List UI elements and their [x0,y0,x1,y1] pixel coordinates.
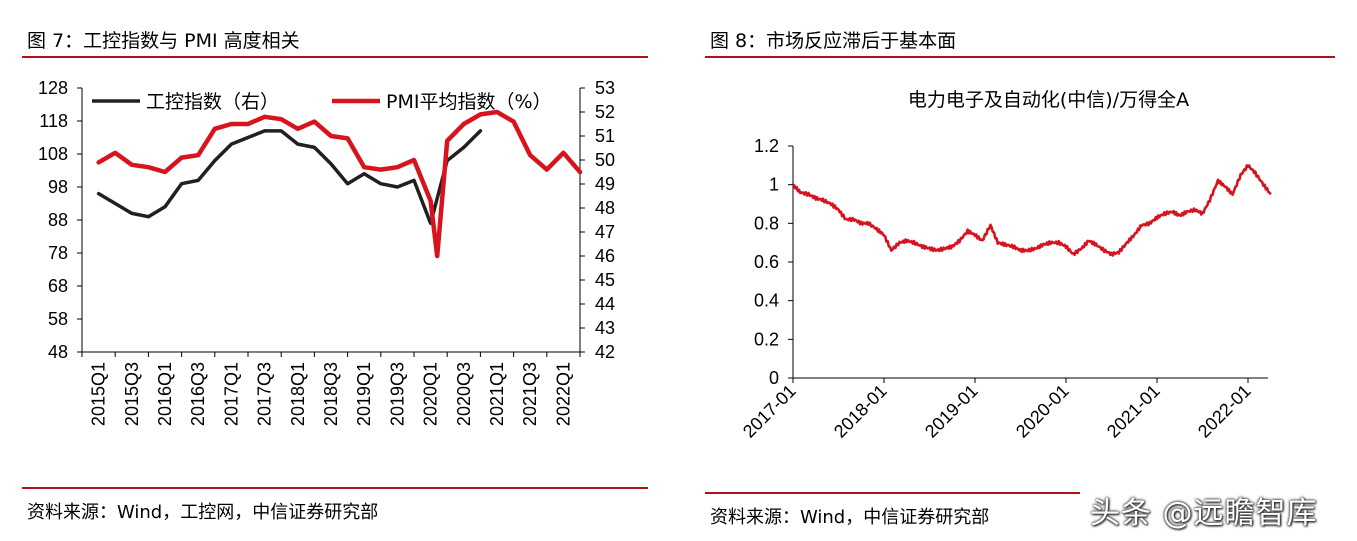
y-tick-label: 0 [769,368,779,388]
y-tick-label: 1 [769,175,779,195]
left-tick-label: 88 [48,210,68,230]
legend-label: PMI平均指数（%） [386,91,552,113]
x-tick-label: 2015Q1 [89,362,109,426]
y-tick-label: 1.2 [754,136,779,156]
left-tick-label: 78 [48,243,68,263]
y-tick-label: 0.4 [754,291,779,311]
y-tick-label: 0.2 [754,329,779,349]
left-tick-label: 128 [38,78,68,98]
series-line-gongkong-index [96,129,483,226]
fig7-source: 资料来源：Wind，工控网，中信证券研究部 [27,502,379,523]
x-tick-label: 2017Q1 [221,362,241,426]
x-tick-label: 2020Q3 [454,362,474,426]
fig8-title-rule [705,56,1335,58]
right-tick-label: 49 [595,174,615,194]
fig7-title-rule [22,56,648,58]
x-tick-label: 2015Q3 [122,362,142,426]
x-tick-label: 2021-01 [1103,381,1164,442]
right-tick-label: 44 [595,294,615,314]
x-tick-label: 2017-01 [739,381,800,442]
right-tick-label: 45 [595,270,615,290]
legend-label: 工控指数（右） [146,91,279,113]
fig7-source-rule [22,487,648,489]
x-tick-label: 2018Q1 [288,362,308,426]
right-tick-label: 52 [595,102,615,122]
chart-title: 电力电子及自动化(中信)/万得全A [908,89,1189,111]
right-tick-label: 46 [595,246,615,266]
right-tick-label: 47 [595,222,615,242]
fig8-source-rule [705,492,1080,494]
y-tick-label: 0.8 [754,213,779,233]
left-tick-label: 118 [39,111,68,131]
x-tick-label: 2022-01 [1194,381,1255,442]
x-tick-label: 2018-01 [830,381,891,442]
right-tick-label: 42 [595,342,615,362]
fig7-title: 图 7：工控指数与 PMI 高度相关 [27,30,300,52]
right-tick-label: 50 [595,150,615,170]
x-tick-label: 2021Q3 [520,362,540,426]
x-tick-label: 2022Q1 [553,362,573,426]
series-line-ratio [792,164,1272,257]
right-tick-label: 51 [595,126,615,146]
x-tick-label: 2019Q1 [354,362,374,426]
fig8-source: 资料来源：Wind，中信证券研究部 [710,507,990,528]
x-tick-label: 2021Q1 [487,362,507,426]
x-tick-label: 2017Q3 [255,362,275,426]
x-tick-label: 2016Q1 [155,362,175,426]
right-tick-label: 43 [595,318,615,338]
left-tick-label: 48 [48,342,68,362]
left-tick-label: 108 [38,144,68,164]
x-tick-label: 2020-01 [1012,381,1073,442]
right-tick-label: 53 [595,78,615,98]
fig8-title: 图 8：市场反应滞后于基本面 [710,30,957,52]
left-tick-label: 68 [48,276,68,296]
x-tick-label: 2020Q1 [421,362,441,426]
left-tick-label: 98 [48,177,68,197]
x-tick-label: 2016Q3 [188,362,208,426]
left-tick-label: 58 [48,309,68,329]
right-tick-label: 48 [595,198,615,218]
x-tick-label: 2018Q3 [321,362,341,426]
watermark: 头条 @远瞻智库 [1090,496,1318,531]
x-tick-label: 2019Q3 [387,362,407,426]
series-line-pmi-average [96,109,583,259]
y-tick-label: 0.6 [754,252,779,272]
x-tick-label: 2019-01 [921,381,982,442]
